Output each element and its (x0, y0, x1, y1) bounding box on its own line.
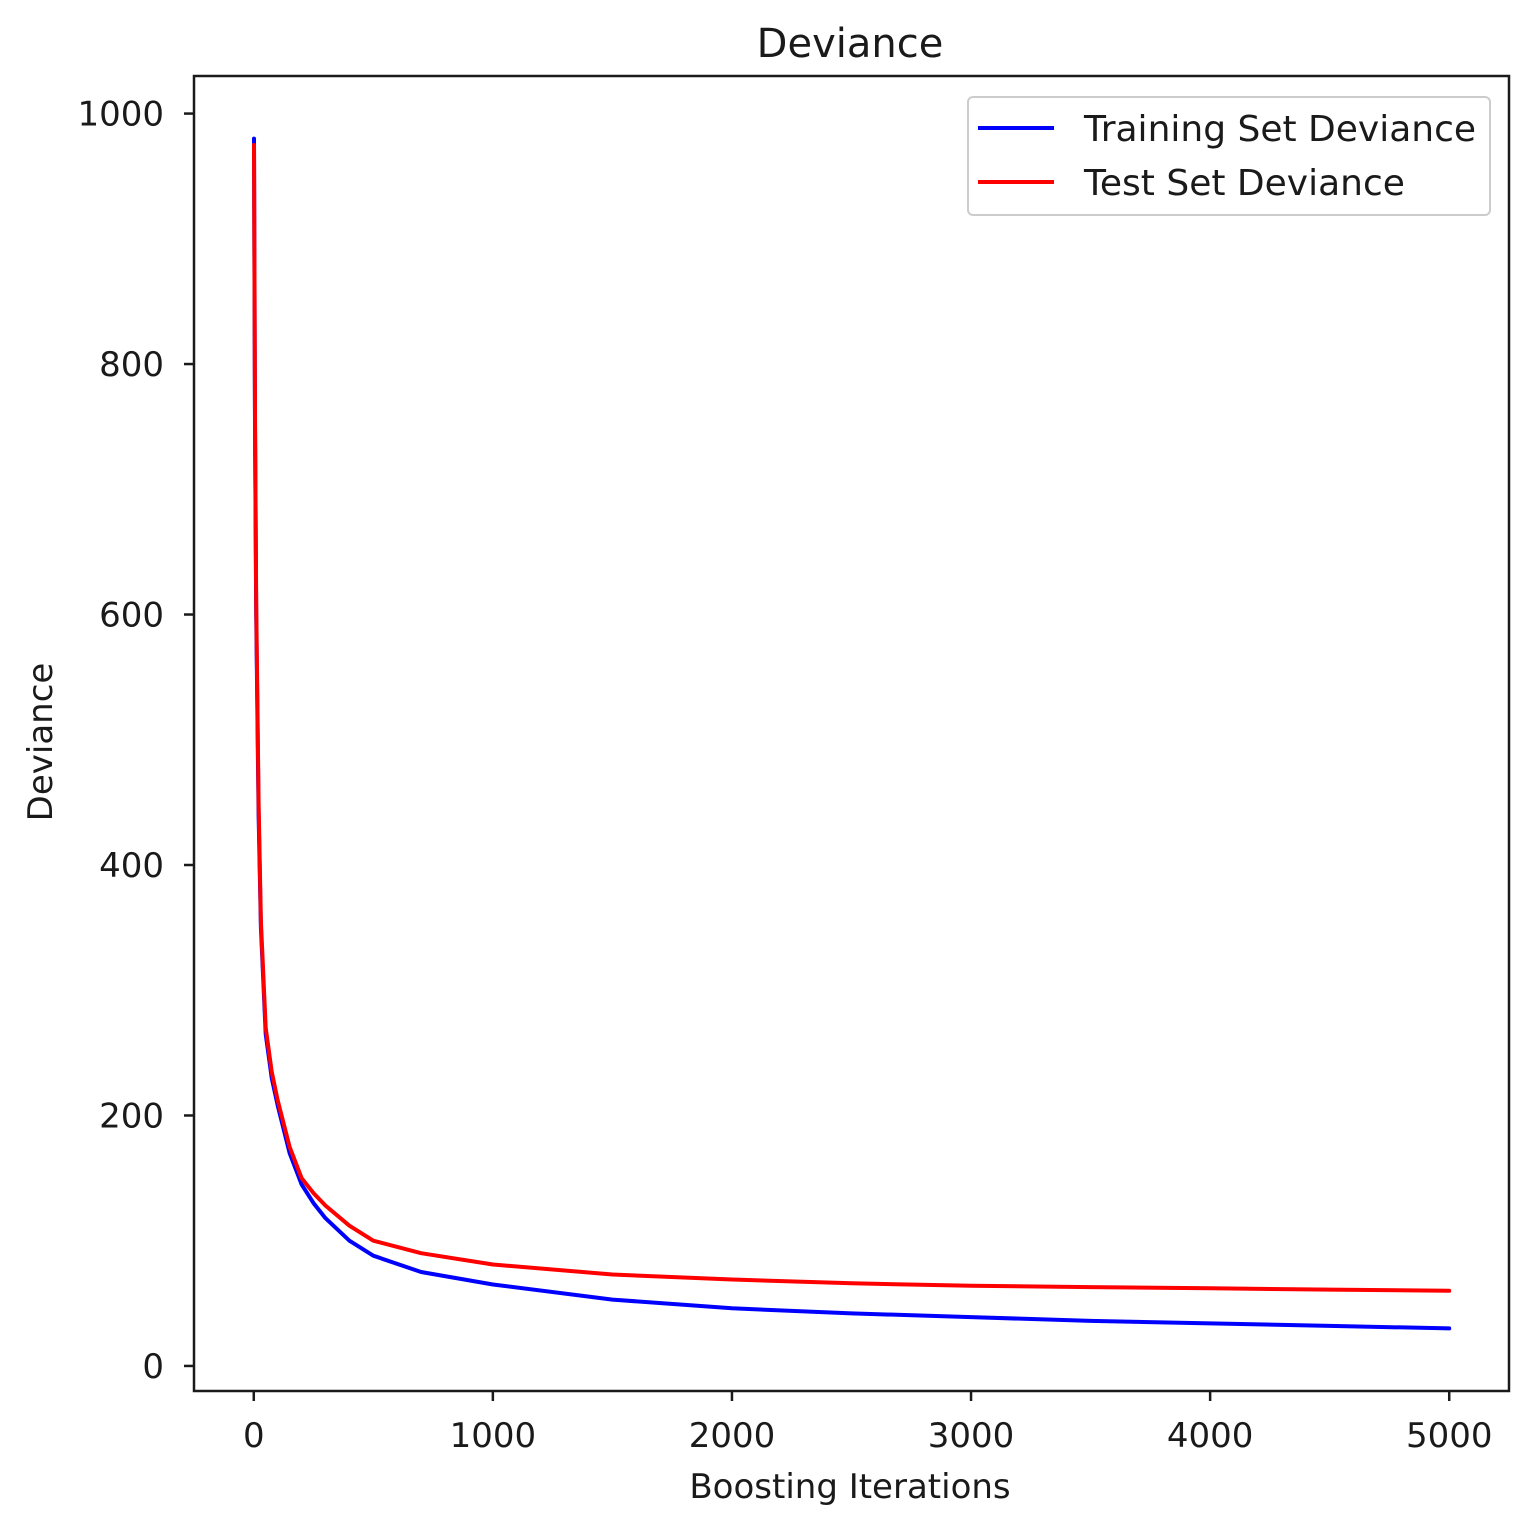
y-axis-title: Deviance (21, 663, 61, 822)
y-tick-label: 400 (99, 846, 164, 886)
chart-title: Deviance (757, 21, 944, 67)
y-tick-label: 0 (142, 1347, 164, 1387)
y-tick-label: 200 (99, 1096, 164, 1136)
test-set-deviance-line (252, 142, 1452, 1293)
y-tick-label: 1000 (77, 95, 164, 135)
series-layer (252, 136, 1452, 1331)
x-tick-label: 5000 (1406, 1416, 1493, 1456)
legend-label-training: Training Set Deviance (1083, 109, 1476, 150)
x-axis: 0 1000 2000 3000 4000 5000 (243, 1391, 1493, 1456)
plot-frame (192, 74, 1511, 1393)
x-tick-label: 3000 (928, 1416, 1015, 1456)
legend-label-test: Test Set Deviance (1083, 163, 1405, 204)
x-tick-label: 2000 (689, 1416, 776, 1456)
y-tick-label: 600 (99, 596, 164, 636)
legend-box (967, 96, 1491, 216)
legend: Training Set Deviance Test Set Deviance (967, 96, 1491, 216)
x-tick-label: 0 (243, 1416, 265, 1456)
x-axis-title: Boosting Iterations (689, 1467, 1010, 1507)
y-axis: 0 200 400 600 800 1000 (77, 95, 194, 1387)
x-tick-label: 1000 (450, 1416, 537, 1456)
x-tick-label: 4000 (1167, 1416, 1254, 1456)
y-tick-label: 800 (99, 345, 164, 385)
